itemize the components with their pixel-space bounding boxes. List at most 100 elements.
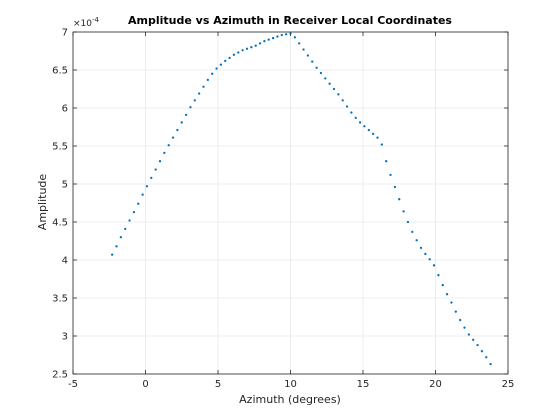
data-point — [293, 36, 296, 39]
data-point — [489, 362, 492, 366]
data-point — [337, 93, 340, 96]
data-point — [176, 128, 179, 132]
x-tick-label: 5 — [215, 379, 221, 390]
data-point — [411, 230, 414, 234]
data-point — [202, 85, 205, 88]
data-point — [193, 99, 196, 102]
data-point — [241, 49, 244, 52]
data-point — [419, 246, 423, 249]
data-point — [285, 33, 288, 36]
y-tick-label: 2.5 — [52, 370, 68, 381]
y-axis-multiplier-base: ×10 — [73, 19, 92, 29]
data-point — [141, 193, 144, 196]
data-point — [306, 54, 310, 57]
data-point — [124, 227, 127, 230]
data-point — [398, 198, 401, 201]
data-point — [171, 136, 175, 139]
data-point — [206, 78, 210, 82]
data-point — [367, 128, 370, 132]
data-point — [232, 53, 236, 56]
data-point — [328, 82, 331, 85]
data-point — [289, 32, 292, 35]
data-point — [463, 326, 466, 329]
y-tick-label: 5.5 — [52, 142, 68, 153]
data-point — [215, 67, 218, 70]
data-point — [485, 356, 488, 359]
data-point — [276, 35, 279, 38]
x-tick-label: 0 — [142, 379, 148, 390]
chart-title: Amplitude vs Azimuth in Receiver Local C… — [128, 14, 452, 27]
data-point — [345, 105, 349, 108]
y-tick-label: 3.5 — [52, 294, 68, 305]
data-point — [480, 350, 484, 353]
data-point — [245, 47, 249, 50]
data-point — [385, 160, 388, 163]
data-point — [428, 258, 431, 261]
x-axis-label: Azimuth (degrees) — [239, 393, 341, 406]
data-point — [459, 318, 462, 322]
data-point — [115, 245, 118, 248]
y-tick-label: 4.5 — [52, 218, 68, 229]
data-point — [167, 144, 170, 147]
y-axis-multiplier-exponent: -4 — [92, 16, 100, 24]
data-point — [354, 116, 357, 120]
data-point — [271, 36, 275, 40]
data-point — [280, 33, 283, 37]
data-point — [450, 301, 453, 304]
data-point — [228, 56, 231, 59]
data-point — [393, 185, 397, 189]
data-point — [224, 59, 227, 63]
y-axis-multiplier: ×10-4 — [73, 16, 100, 29]
data-point — [402, 210, 405, 213]
x-tick-label: -5 — [68, 379, 78, 390]
data-point — [154, 168, 157, 171]
data-point — [128, 219, 131, 222]
data-point — [302, 48, 305, 51]
data-point — [189, 106, 192, 109]
data-point — [319, 71, 323, 75]
data-point — [219, 63, 223, 66]
data-point — [376, 136, 379, 139]
data-point — [298, 42, 301, 45]
data-point — [263, 39, 266, 43]
data-point — [341, 99, 344, 102]
data-point — [158, 160, 162, 163]
y-tick-label: 6 — [62, 104, 68, 115]
y-tick-label: 6.5 — [52, 66, 68, 77]
data-point — [324, 77, 327, 80]
ticks: -5 0 5 10 15 20 25 2.5 3 3.5 4 4.5 5 5.5 6 6.5 7 — [52, 28, 514, 391]
y-tick-label: 3 — [62, 332, 68, 343]
data-point — [237, 51, 240, 54]
data-point — [132, 210, 136, 214]
y-tick-label: 7 — [62, 28, 68, 39]
data-point — [184, 113, 188, 116]
x-tick-label: 25 — [502, 379, 515, 390]
x-tick-label: 20 — [429, 379, 442, 390]
data-point — [389, 173, 392, 177]
data-point — [454, 310, 457, 313]
data-point — [415, 239, 418, 242]
data-point — [363, 125, 366, 128]
data-point — [358, 121, 362, 124]
y-tick-label: 5 — [62, 180, 68, 191]
data-point — [432, 264, 436, 267]
y-tick-label: 4 — [62, 256, 68, 267]
data-point — [180, 121, 183, 124]
data-point — [476, 343, 479, 347]
x-tick-label: 10 — [284, 379, 297, 390]
data-point — [267, 38, 270, 41]
data-point — [211, 72, 214, 75]
data-point — [332, 87, 336, 91]
data-point — [198, 92, 201, 95]
data-point — [137, 202, 140, 205]
data-point — [445, 293, 449, 296]
data-point — [258, 42, 262, 45]
y-axis-label: Amplitude — [36, 174, 49, 231]
data-point — [424, 252, 427, 256]
data-point — [372, 132, 375, 135]
data-point — [315, 66, 318, 69]
data-point — [472, 338, 475, 341]
data-point — [311, 60, 314, 63]
